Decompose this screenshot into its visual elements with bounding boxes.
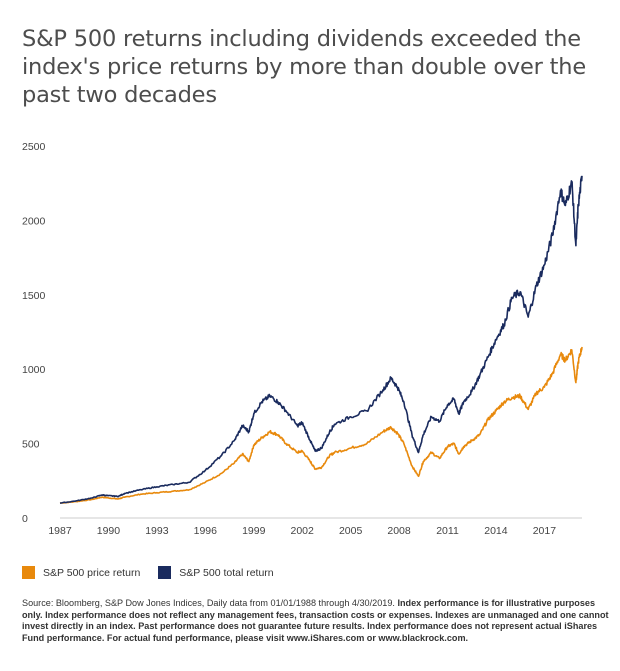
x-tick-label: 1987	[48, 525, 72, 537]
x-tick-label: 1999	[242, 525, 266, 537]
y-tick-label: 2000	[22, 215, 46, 227]
chart-svg: 0 500 1000 1500 2000 2500 1987 1990 1993 1996 1999…	[22, 141, 583, 537]
legend-swatch-price	[22, 566, 35, 579]
legend-item-price: S&P 500 price return	[22, 566, 140, 579]
x-tick-label: 2017	[533, 525, 557, 537]
x-tick-label: 2011	[436, 525, 459, 537]
y-tick-label: 2500	[22, 141, 46, 153]
y-tick-label: 500	[22, 439, 40, 451]
x-tick-label: 1996	[194, 525, 218, 537]
x-tick-label: 2002	[291, 525, 315, 537]
legend-item-total: S&P 500 total return	[158, 566, 274, 579]
y-tick-label: 0	[22, 513, 28, 525]
series-line-total-return	[59, 175, 583, 504]
legend-swatch-total	[158, 566, 172, 579]
legend-label-total: S&P 500 total return	[179, 566, 274, 579]
x-tick-label: 1990	[97, 525, 121, 537]
y-tick-label: 1500	[22, 290, 46, 302]
x-tick-label: 1993	[145, 525, 169, 537]
legend-label-price: S&P 500 price return	[43, 566, 141, 579]
chart-legend: S&P 500 price return S&P 500 total retur…	[22, 566, 292, 579]
x-tick-label: 2005	[339, 525, 363, 537]
disclaimer-text: Index performance is for illustrative pu…	[22, 598, 609, 643]
source-text: Source: Bloomberg, S&P Dow Jones Indices…	[22, 598, 395, 608]
series-line-price-return	[59, 346, 583, 504]
chart-title: S&P 500 returns including dividends exce…	[22, 26, 586, 108]
source-note: Source: Bloomberg, S&P Dow Jones Indices…	[22, 598, 612, 644]
x-tick-label: 2014	[484, 525, 508, 537]
line-chart: 0 500 1000 1500 2000 2500 1987 1990 1993 1996 1999…	[0, 130, 620, 550]
y-tick-label: 1000	[22, 364, 46, 376]
x-tick-label: 2008	[387, 525, 411, 537]
